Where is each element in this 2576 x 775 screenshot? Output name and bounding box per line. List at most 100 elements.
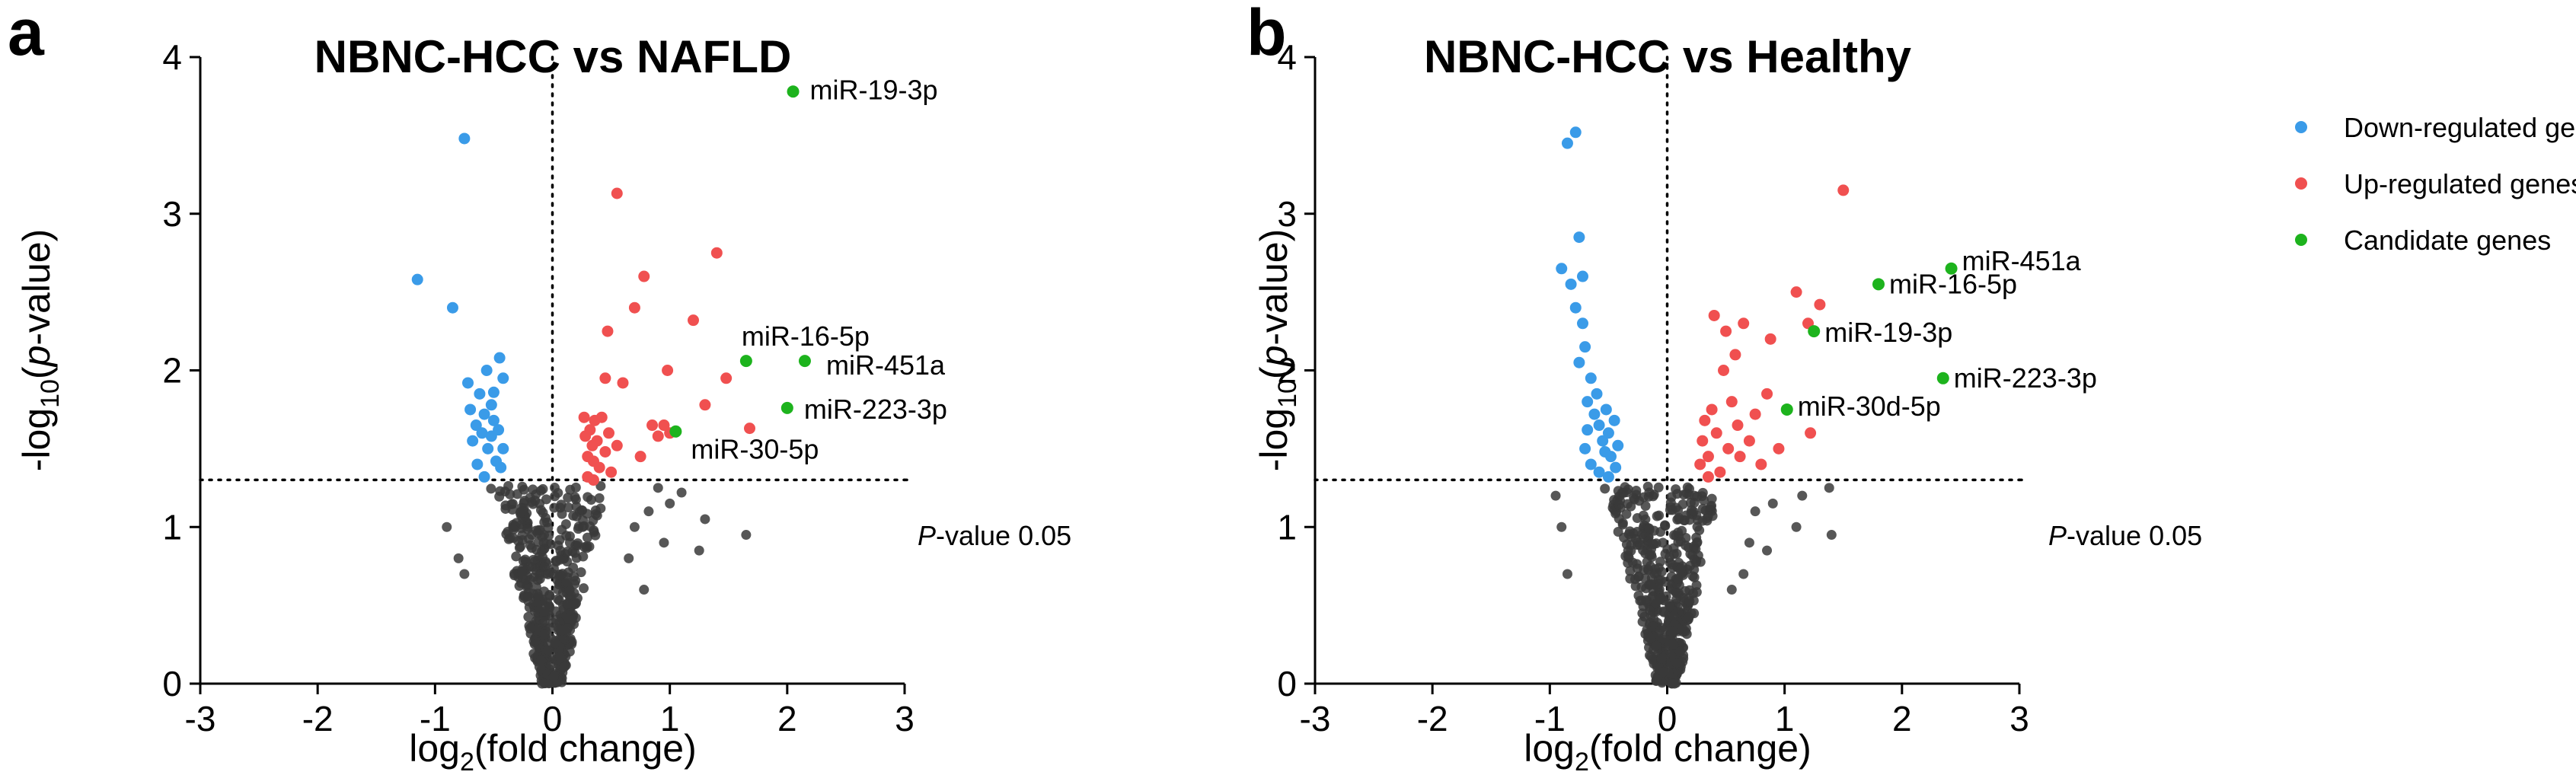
point-nonsignificant [1621, 509, 1632, 519]
point-nonsignificant [594, 493, 605, 503]
point-nonsignificant [1656, 653, 1667, 664]
point-down-regulated [1585, 458, 1597, 470]
point-nonsignificant [1652, 511, 1662, 521]
point-down-regulated [1588, 408, 1601, 420]
point-nonsignificant [1665, 601, 1675, 611]
x-tick-label: -3 [185, 699, 216, 738]
panel-letter: a [8, 0, 45, 69]
point-up-regulated [628, 301, 640, 314]
point-nonsignificant [550, 638, 560, 649]
point-up-regulated [744, 423, 755, 435]
point-up-regulated [1714, 466, 1726, 478]
candidate-label: miR-16-5p [1889, 268, 2017, 299]
point-up-regulated [611, 439, 623, 451]
point-candidate [739, 355, 752, 368]
point-up-regulated [1814, 298, 1826, 311]
point-nonsignificant [563, 493, 573, 503]
point-up-regulated [720, 372, 733, 384]
point-nonsignificant [1644, 523, 1655, 534]
legend-marker-down [2295, 121, 2307, 133]
point-nonsignificant [519, 506, 529, 516]
point-up-regulated [1738, 317, 1750, 330]
x-tick-label: -1 [420, 699, 451, 738]
point-nonsignificant [571, 553, 582, 563]
point-down-regulated [497, 442, 509, 454]
y-tick-label: 1 [1277, 507, 1297, 547]
point-up-regulated [646, 419, 659, 432]
point-nonsignificant [643, 506, 654, 517]
point-candidate [669, 425, 682, 438]
point-candidate [787, 85, 800, 98]
point-nonsignificant [1680, 585, 1690, 596]
point-nonsignificant [1634, 496, 1645, 506]
point-nonsignificant [624, 553, 634, 563]
point-nonsignificant [1642, 595, 1652, 606]
point-nonsignificant [570, 576, 581, 586]
point-up-regulated [584, 424, 596, 436]
point-nonsignificant [528, 554, 538, 565]
point-down-regulated [485, 399, 497, 411]
point-up-regulated [1761, 388, 1773, 400]
point-nonsignificant [1668, 611, 1679, 621]
point-nonsignificant [1614, 513, 1624, 524]
point-nonsignificant [559, 662, 570, 672]
point-down-regulated [1569, 126, 1582, 139]
point-candidate [1872, 278, 1885, 291]
point-nonsignificant [1648, 539, 1658, 550]
point-candidate [780, 401, 793, 414]
x-axis-label: log2(fold change) [1524, 727, 1811, 775]
point-nonsignificant [1658, 537, 1668, 548]
candidate-label: miR-30d-5p [1798, 391, 1941, 422]
point-nonsignificant [1644, 605, 1655, 616]
point-down-regulated [478, 408, 490, 420]
point-nonsignificant [1625, 566, 1636, 576]
point-nonsignificant [543, 522, 554, 533]
point-down-regulated [1582, 424, 1594, 436]
point-nonsignificant [1697, 487, 1708, 498]
panel-letter: b [1247, 0, 1287, 69]
point-nonsignificant [1652, 568, 1662, 579]
point-nonsignificant [500, 503, 511, 514]
point-nonsignificant [525, 624, 535, 634]
x-axis-label: log2(fold change) [409, 727, 697, 775]
legend-label-down: Down-regulated genes [2344, 112, 2576, 143]
point-nonsignificant [595, 480, 606, 491]
point-nonsignificant [1562, 569, 1572, 579]
point-nonsignificant [486, 483, 496, 494]
point-down-regulated [1573, 231, 1585, 244]
y-axis-label: -log10(p-value) [1253, 229, 1302, 472]
candidate-label: miR-223-3p [1954, 362, 2097, 394]
point-nonsignificant [1556, 521, 1567, 532]
point-down-regulated [1561, 137, 1573, 149]
point-nonsignificant [1667, 678, 1677, 689]
point-nonsignificant [1667, 626, 1677, 636]
point-down-regulated [497, 372, 509, 384]
point-nonsignificant [1632, 559, 1642, 569]
point-nonsignificant [541, 512, 551, 523]
point-down-regulated [476, 427, 488, 439]
threshold-label: P-value 0.05 [2048, 520, 2202, 551]
x-tick-label: -1 [1534, 699, 1566, 738]
point-nonsignificant [536, 655, 547, 665]
point-down-regulated [1593, 419, 1605, 432]
point-up-regulated [1694, 458, 1706, 470]
point-candidate [1780, 403, 1793, 416]
point-nonsignificant [543, 569, 554, 579]
point-nonsignificant [659, 537, 669, 548]
point-nonsignificant [1689, 541, 1700, 552]
point-nonsignificant [665, 498, 675, 509]
point-nonsignificant [517, 481, 528, 492]
point-up-regulated [599, 372, 611, 384]
point-nonsignificant [1642, 481, 1653, 492]
point-down-regulated [1569, 301, 1582, 314]
point-nonsignificant [1690, 557, 1701, 568]
point-nonsignificant [1689, 572, 1700, 582]
point-down-regulated [474, 388, 486, 400]
point-down-regulated [478, 470, 490, 483]
candidate-label: miR-30-5p [691, 434, 819, 465]
point-nonsignificant [1726, 585, 1737, 595]
point-down-regulated [1612, 439, 1624, 451]
point-nonsignificant [1682, 482, 1693, 493]
point-nonsignificant [557, 509, 567, 519]
